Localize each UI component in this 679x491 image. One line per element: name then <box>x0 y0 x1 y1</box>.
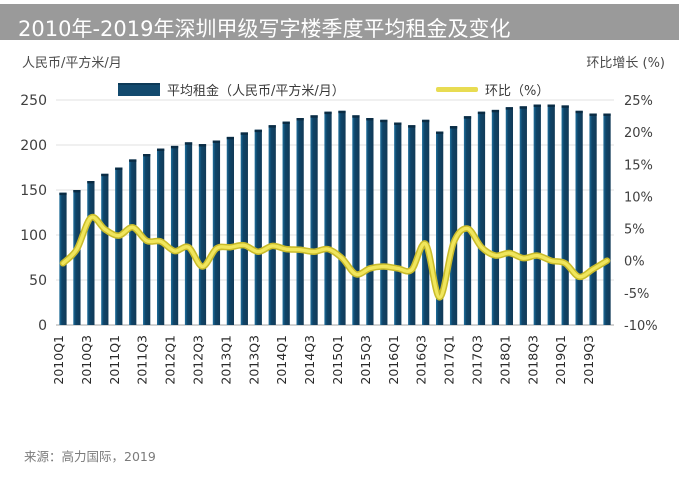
bar <box>170 145 179 325</box>
bar <box>73 190 81 325</box>
right-axis-title: 环比增长 (%) <box>586 56 665 71</box>
qoq-line <box>61 215 609 300</box>
page-title: 2010年-2019年深圳甲级写字楼季度平均租金及变化 <box>18 17 511 41</box>
bar <box>129 159 137 325</box>
bar <box>87 181 95 325</box>
x-axis-tick: 2011Q1 <box>107 335 122 385</box>
legend-label-qoq-growth: 环比（%） <box>485 84 550 99</box>
x-axis-tick: 2015Q1 <box>330 335 345 385</box>
y-axis-tick-right: 10% <box>624 190 653 205</box>
bar <box>240 132 248 325</box>
y-axis-tick-right: 5% <box>624 223 645 238</box>
x-axis-tick: 2012Q1 <box>163 335 178 385</box>
bar <box>282 121 290 325</box>
legend-item-qoq-growth: 环比（%） <box>436 80 549 99</box>
bar <box>449 126 458 325</box>
y-axis-tick-left: 250 <box>20 93 47 109</box>
y-axis-tick-right: -5% <box>624 287 649 302</box>
bar <box>226 136 235 325</box>
bar <box>212 140 221 325</box>
x-axis-tick: 2010Q3 <box>79 335 94 385</box>
y-axis-tick-right: -10% <box>624 319 658 334</box>
x-axis-tick: 2017Q1 <box>442 335 457 385</box>
x-axis-tick: 2019Q1 <box>553 335 568 385</box>
bar <box>589 113 597 325</box>
bar <box>380 119 388 325</box>
bar <box>561 105 569 326</box>
chart-legend: 平均租金（人民币/平方米/月） 环比（%） <box>118 80 588 99</box>
x-axis-tick: 2016Q3 <box>414 335 429 385</box>
chart-svg: 0 50 100 150 200 250 -10% -5% 0% 5% 10% 15% 20% 25% 20… <box>20 93 658 385</box>
legend-line-swatch-icon <box>436 87 478 92</box>
x-axis-tick: 2013Q1 <box>218 335 233 385</box>
x-axis-tick: 2019Q3 <box>581 335 596 385</box>
x-axis-tick: 2018Q3 <box>525 335 540 385</box>
bar <box>519 106 527 325</box>
x-axis-tick: 2017Q3 <box>469 335 484 385</box>
bar <box>422 119 430 325</box>
bar <box>463 116 472 325</box>
bar <box>310 115 318 325</box>
y-axis-tick-right: 20% <box>624 126 653 141</box>
bar <box>338 110 346 325</box>
bar <box>352 115 360 325</box>
legend-bar-swatch-icon <box>118 83 160 96</box>
bar <box>254 129 262 325</box>
x-axis-tick: 2015Q3 <box>358 335 373 385</box>
y-axis-tick-left: 100 <box>20 228 47 244</box>
x-axis-tick: 2012Q3 <box>190 335 205 385</box>
y-axis-tick-left: 50 <box>29 273 47 289</box>
y-axis-tick-left: 0 <box>38 318 47 334</box>
x-axis-tick: 2010Q1 <box>51 335 66 385</box>
bar <box>408 125 416 325</box>
y-axis-tick-right: 0% <box>624 255 645 270</box>
x-axis-tick: 2014Q3 <box>302 335 317 385</box>
y-axis-tick-left: 200 <box>20 138 47 154</box>
bar <box>296 118 304 325</box>
bar <box>184 142 193 325</box>
bar <box>324 111 332 325</box>
legend-label-average-rent: 平均租金（人民币/平方米/月） <box>167 84 345 99</box>
y-axis-tick-right: 25% <box>624 94 653 109</box>
x-axis-tick: 2016Q1 <box>386 335 401 385</box>
legend-item-average-rent: 平均租金（人民币/平方米/月） <box>118 80 345 99</box>
bar <box>547 104 555 325</box>
bar <box>435 131 444 325</box>
bar <box>268 125 276 325</box>
bar <box>59 192 67 325</box>
x-axis-tick: 2014Q1 <box>274 335 289 385</box>
y-axis-tick-right: 15% <box>624 158 653 173</box>
x-axis-tick: 2013Q3 <box>246 335 261 385</box>
bar <box>366 118 374 325</box>
bar <box>477 111 486 325</box>
source-note: 来源：高力国际，2019 <box>24 449 156 464</box>
y-axis-tick-left: 150 <box>20 183 47 199</box>
bar <box>505 107 514 325</box>
bar <box>198 144 207 325</box>
bar <box>156 148 165 325</box>
bar <box>115 167 123 325</box>
title-bar: 2010年-2019年深圳甲级写字楼季度平均租金及变化 <box>0 4 679 41</box>
x-axis-tick: 2018Q1 <box>497 335 512 385</box>
bar <box>603 113 611 325</box>
bar <box>533 104 541 325</box>
left-axis-title: 人民币/平方米/月 <box>22 56 122 71</box>
bar <box>575 110 583 325</box>
bar <box>394 122 402 325</box>
bar <box>101 173 109 325</box>
bar <box>491 109 500 326</box>
x-axis-tick: 2011Q3 <box>135 335 150 385</box>
